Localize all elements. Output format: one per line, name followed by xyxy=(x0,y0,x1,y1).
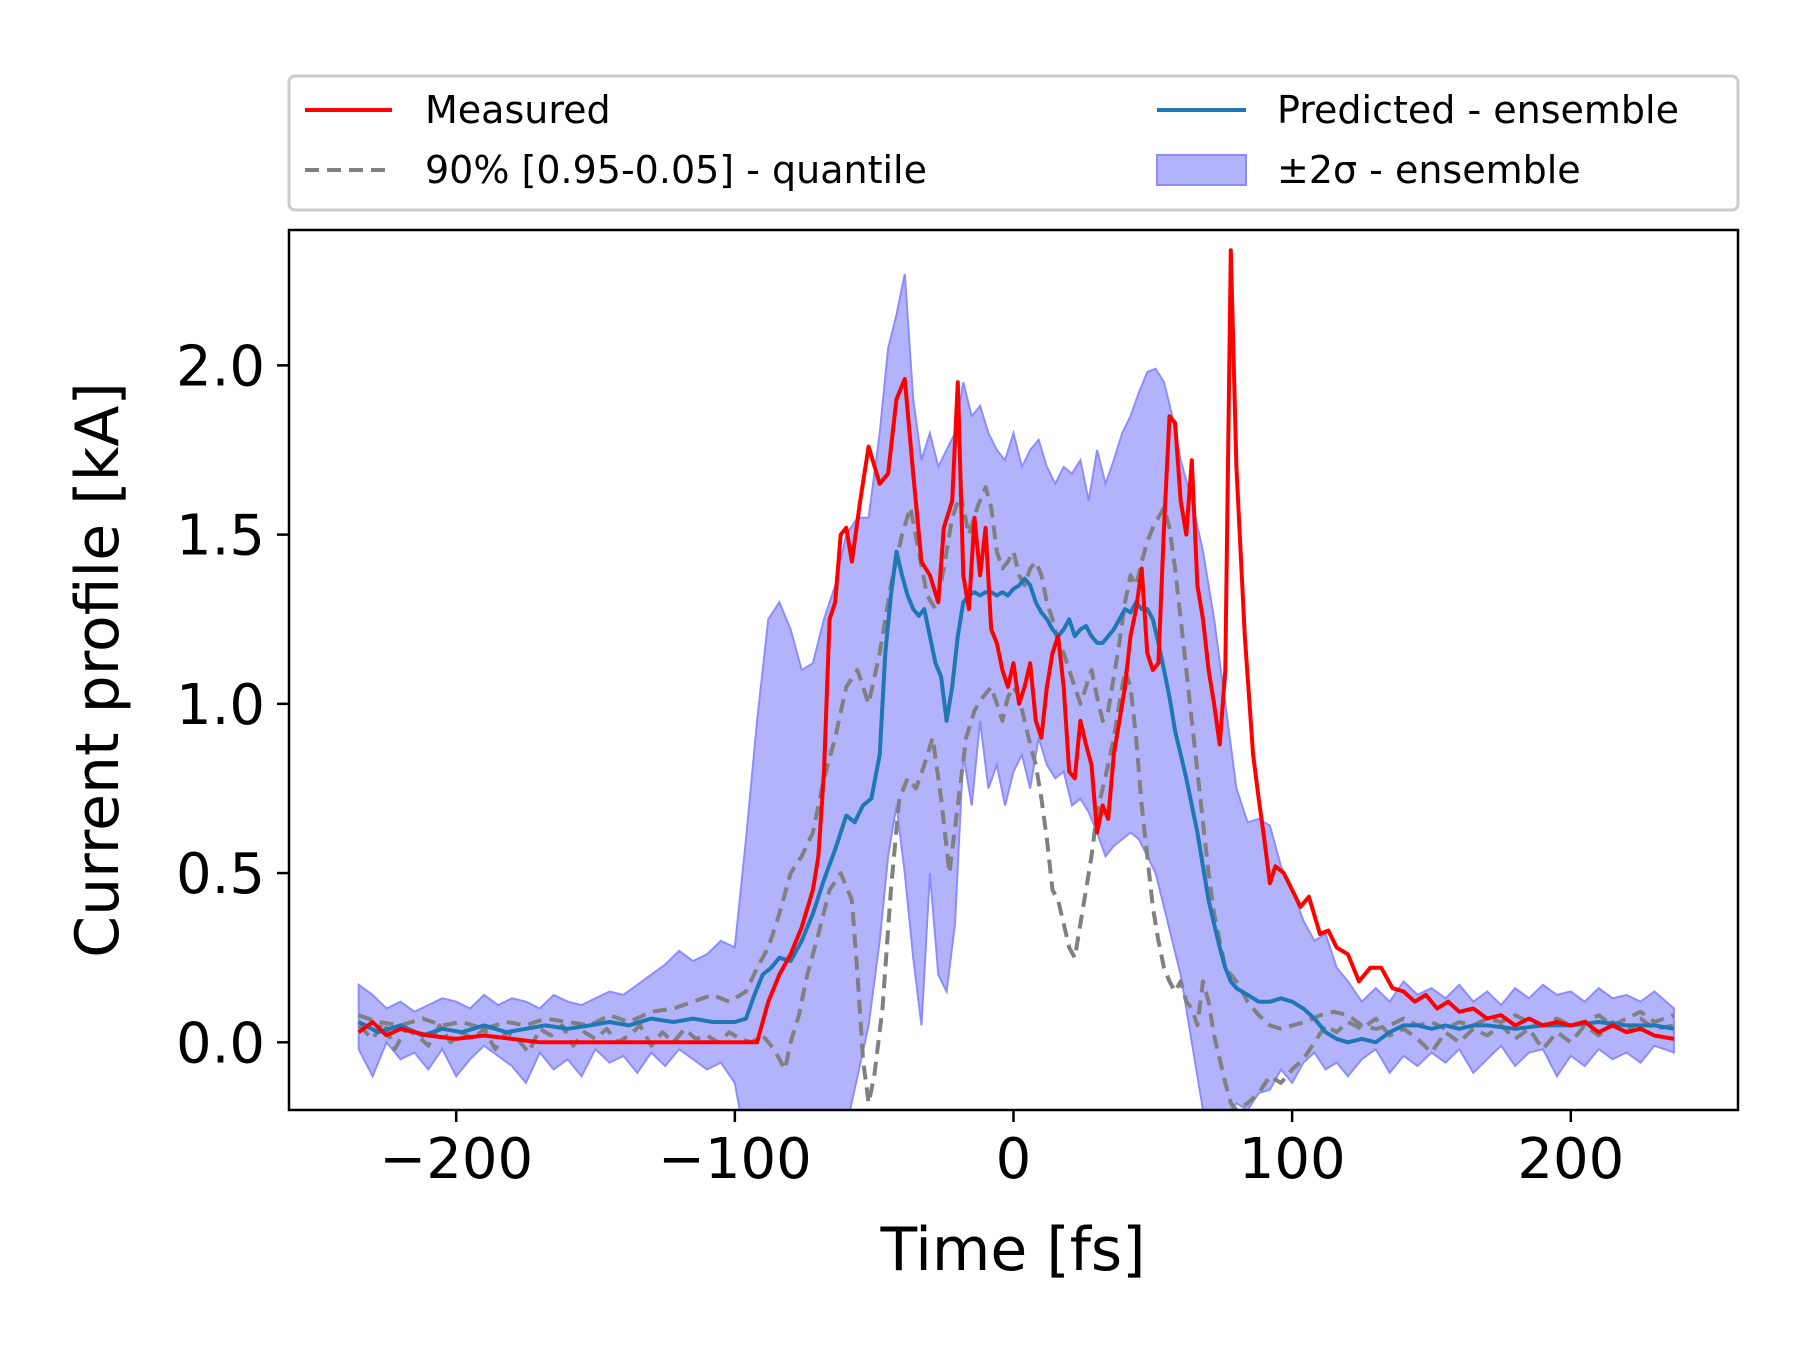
series-line-quantile-0 xyxy=(358,485,1675,1031)
y-tick-label: 2.0 xyxy=(176,334,265,399)
x-tick-label: 200 xyxy=(1517,1127,1624,1192)
y-tick-label: 0.5 xyxy=(176,842,265,907)
y-axis-title: Current profile [kA] xyxy=(63,382,133,958)
series-line-measured xyxy=(357,248,1675,1045)
series-line-quantile-1 xyxy=(357,668,1675,1110)
y-tick-label: 1.0 xyxy=(176,673,265,738)
legend-frame xyxy=(287,74,1740,212)
y-tick-label: 0.0 xyxy=(176,1011,265,1076)
legend-label-predicted: Predicted - ensemble xyxy=(1277,88,1679,132)
legend-label-band: ±2σ - ensemble xyxy=(1277,148,1581,192)
legend: Measured 90% [0.95-0.05] - quantile Pred… xyxy=(287,74,1740,212)
x-axis-title: Time [fs] xyxy=(879,1215,1145,1285)
legend-swatch-band xyxy=(1156,154,1247,186)
x-tick-label: 100 xyxy=(1239,1127,1346,1192)
legend-label-measured: Measured xyxy=(425,88,611,132)
x-tick-label: 0 xyxy=(996,1127,1032,1192)
ticks: −200 −100 0 100 200 0.0 0.5 1.0 1.5 2.0 xyxy=(176,334,1624,1192)
sigma-band xyxy=(357,273,1675,1110)
x-tick-label: −100 xyxy=(658,1127,812,1192)
x-tick-label: −200 xyxy=(379,1127,533,1192)
plot-area xyxy=(357,248,1675,1110)
legend-label-quantile: 90% [0.95-0.05] - quantile xyxy=(425,148,927,192)
y-tick-label: 1.5 xyxy=(176,504,265,569)
series-line-predicted xyxy=(357,549,1675,1045)
